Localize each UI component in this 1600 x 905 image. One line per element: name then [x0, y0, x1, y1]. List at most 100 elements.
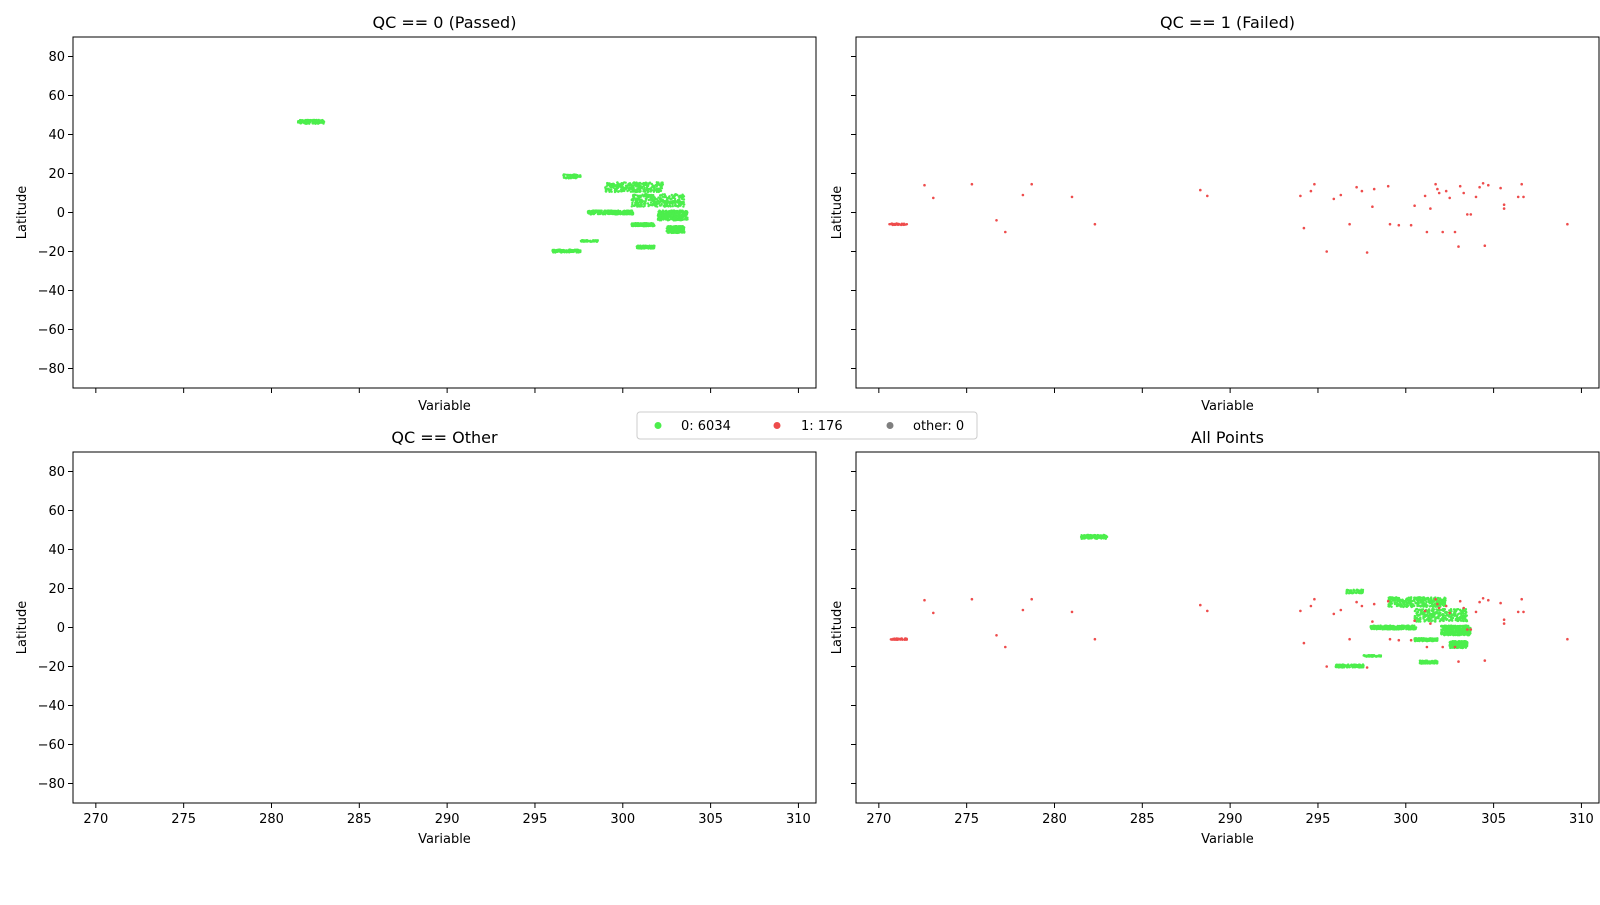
data-point [609, 212, 613, 215]
data-point [643, 188, 646, 191]
data-point [1396, 599, 1400, 603]
data-point [1302, 641, 1306, 645]
data-point [1443, 597, 1447, 601]
data-point [625, 210, 628, 213]
data-point [634, 201, 637, 205]
data-point [1396, 604, 1399, 607]
data-point [1441, 230, 1444, 234]
data-point [1362, 654, 1365, 657]
data-point [1450, 626, 1454, 630]
data-point [647, 198, 651, 202]
data-point [655, 202, 658, 205]
data-point [571, 175, 574, 178]
data-point [1405, 605, 1409, 608]
data-point [1371, 205, 1374, 208]
data-point [303, 122, 307, 125]
data-point [932, 196, 935, 200]
data-point [620, 183, 624, 186]
data-point [653, 200, 656, 204]
data-point [1453, 230, 1457, 234]
data-point [1355, 589, 1359, 592]
data-point [1423, 609, 1427, 613]
data-point [1465, 642, 1469, 646]
data-point [660, 187, 664, 190]
legend-label-1: 1: 176 [801, 419, 843, 434]
data-point [633, 188, 636, 191]
data-point [670, 200, 673, 204]
y-axis-label: Latitude [15, 601, 30, 655]
data-point [1309, 189, 1313, 193]
data-point [568, 176, 571, 179]
data-point [637, 187, 641, 190]
data-point [1393, 602, 1397, 606]
data-point [1408, 627, 1412, 630]
data-point [652, 184, 656, 187]
data-point [655, 184, 659, 187]
data-point [615, 184, 618, 188]
data-point [1440, 608, 1443, 612]
x-tick-label: 295 [523, 812, 548, 827]
data-point [670, 215, 673, 218]
data-point [1457, 660, 1460, 663]
data-point [1430, 601, 1434, 604]
data-point [1325, 250, 1328, 253]
data-point [890, 638, 894, 641]
data-point [1418, 662, 1422, 665]
data-point [1409, 638, 1413, 642]
data-point [663, 216, 666, 219]
data-point [656, 218, 660, 221]
data-point [1464, 609, 1467, 613]
data-point [1350, 663, 1354, 666]
panel-qc-other: QC == Other Variable Latitude 806040200−… [15, 428, 817, 847]
data-point [1441, 616, 1444, 619]
data-point [682, 215, 685, 218]
data-point [650, 194, 654, 197]
data-point [1451, 619, 1454, 622]
data-point [653, 188, 657, 192]
scatter-points [889, 533, 1569, 669]
data-point [626, 184, 630, 187]
y-tick-label: −40 [38, 699, 65, 714]
data-point [1459, 646, 1463, 649]
data-point [1421, 603, 1424, 606]
data-point [1391, 598, 1395, 602]
data-point [617, 184, 620, 187]
data-point [1464, 646, 1467, 649]
data-point [1516, 610, 1520, 614]
data-point [1416, 603, 1419, 607]
data-point [1462, 191, 1465, 195]
data-point [1440, 625, 1444, 628]
data-point [1474, 610, 1478, 614]
data-point [661, 216, 664, 220]
data-point [1349, 590, 1352, 593]
data-point [1206, 194, 1209, 198]
data-point [1400, 626, 1404, 630]
data-point [1520, 182, 1523, 186]
data-point [1325, 665, 1328, 668]
data-point [889, 222, 893, 226]
data-point [1437, 606, 1441, 610]
data-point [1430, 614, 1433, 617]
x-tick-label: 310 [1569, 812, 1594, 827]
data-point [1464, 612, 1467, 616]
data-point [650, 186, 653, 190]
data-point [1445, 618, 1448, 622]
data-point [677, 200, 680, 204]
data-point [667, 196, 670, 199]
data-point [1424, 603, 1427, 606]
data-point [644, 202, 647, 205]
data-point [632, 199, 635, 202]
data-point [645, 181, 648, 185]
data-point [1390, 596, 1394, 599]
data-point [642, 185, 645, 188]
data-point [1483, 244, 1487, 247]
data-point [658, 183, 661, 186]
data-point [605, 185, 608, 188]
data-point [1087, 535, 1091, 538]
data-point [995, 219, 998, 222]
data-point [1426, 604, 1429, 607]
data-point [621, 212, 624, 216]
data-point [1452, 640, 1455, 643]
panel-all-points: All Points Variable Latitude 270 275 280 28… [830, 428, 1600, 847]
data-point [1432, 610, 1435, 614]
